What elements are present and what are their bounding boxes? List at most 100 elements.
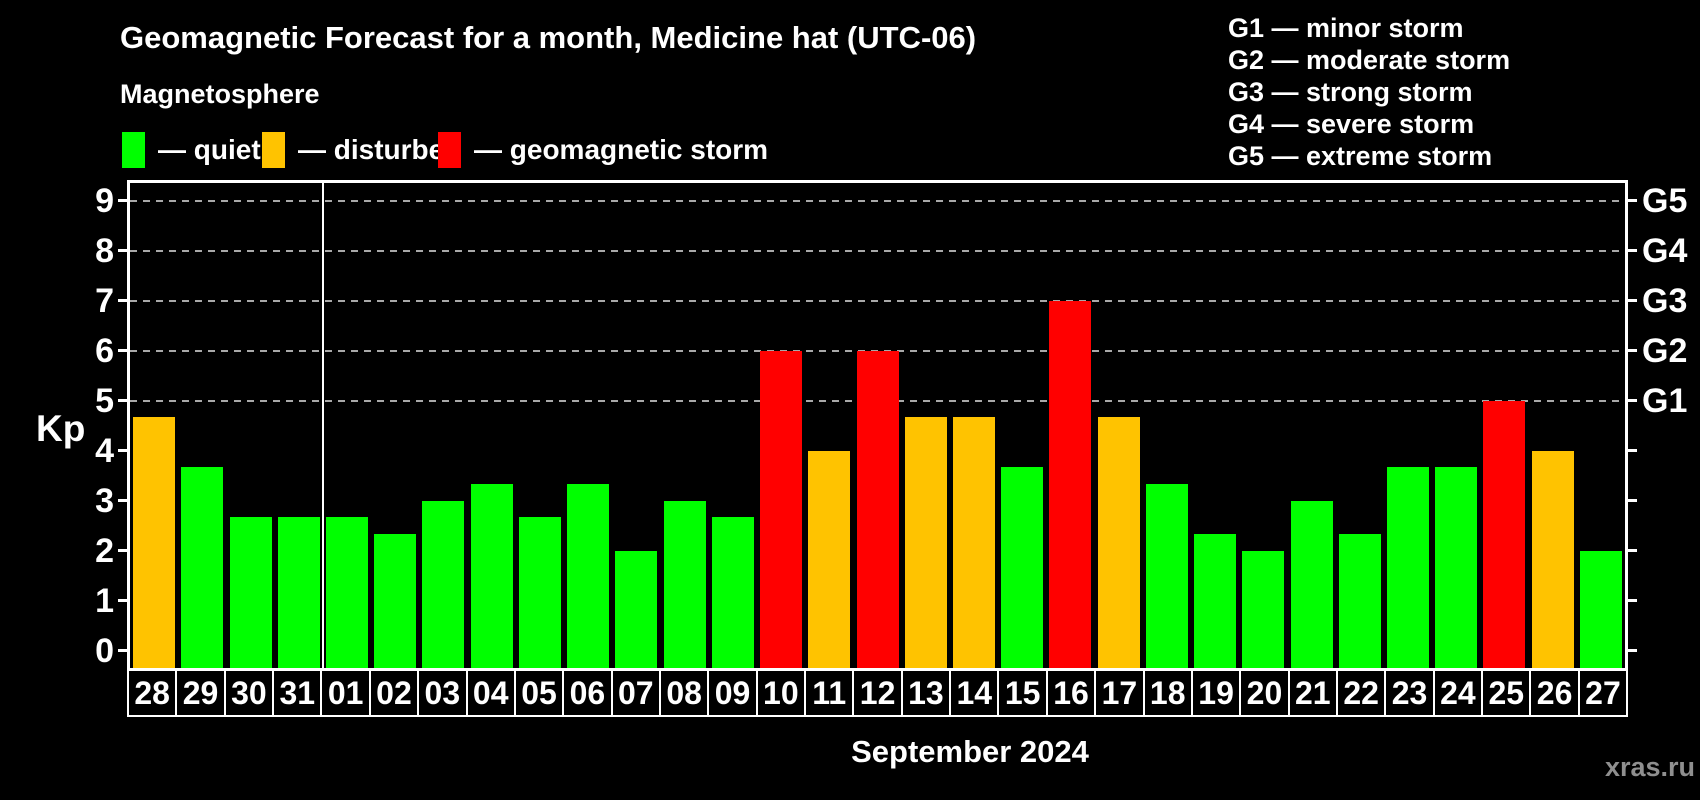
- legend-label-storm: — geomagnetic storm: [474, 134, 769, 165]
- bar-day-25: [1483, 400, 1526, 668]
- bar-day-07: [615, 550, 658, 668]
- y-axis-tick-right-6: [1628, 348, 1637, 352]
- day-label-16: 16: [1048, 671, 1097, 715]
- day-label-25: 25: [1483, 671, 1532, 715]
- y-axis-tick-left-6: [118, 348, 127, 352]
- day-label-29: 29: [177, 671, 226, 715]
- legend-item-disturbed: — disturbed: [262, 132, 461, 168]
- gridline-kp9: [130, 199, 1625, 202]
- y-axis-title: Kp: [36, 408, 86, 449]
- y-axis-tick-left-7: [118, 298, 127, 302]
- bar-day-12: [856, 350, 899, 668]
- y-axis-tick-left-5: [118, 398, 127, 402]
- day-label-19: 19: [1193, 671, 1242, 715]
- legend-item-storm: — geomagnetic storm: [438, 132, 768, 168]
- day-label-11: 11: [806, 671, 855, 715]
- bar-day-29: [181, 467, 224, 668]
- bar-day-24: [1435, 467, 1478, 668]
- g-axis-label-g3: G3: [1642, 281, 1688, 320]
- bar-day-14: [952, 417, 995, 668]
- y-axis-tick-right-9: [1628, 198, 1637, 202]
- day-label-04: 04: [468, 671, 516, 715]
- day-label-13: 13: [903, 671, 952, 715]
- bar-day-02: [374, 534, 417, 668]
- y-axis-label-6: 6: [95, 331, 114, 370]
- bar-day-17: [1097, 417, 1140, 668]
- gridline-kp7: [130, 299, 1625, 302]
- y-axis-label-3: 3: [95, 481, 114, 520]
- bar-day-01: [326, 517, 369, 668]
- y-axis-tick-left-9: [118, 198, 127, 202]
- y-axis-label-0: 0: [95, 631, 114, 670]
- month-divider-line: [322, 183, 324, 668]
- day-label-08: 08: [661, 671, 710, 715]
- bar-day-31: [277, 517, 320, 668]
- quiet-color-swatch-icon: [122, 132, 145, 168]
- x-axis-title: September 2024: [851, 734, 1089, 769]
- bar-day-18: [1145, 484, 1188, 668]
- bar-day-26: [1531, 450, 1574, 668]
- day-label-06: 06: [564, 671, 613, 715]
- storm-color-swatch-icon: [438, 132, 461, 168]
- day-label-21: 21: [1290, 671, 1338, 715]
- bar-day-15: [1001, 467, 1044, 668]
- y-axis-label-1: 1: [95, 581, 114, 620]
- bar-day-28: [133, 417, 176, 668]
- bar-day-27: [1579, 550, 1622, 668]
- bar-day-30: [229, 517, 272, 668]
- y-axis-tick-right-0: [1628, 648, 1637, 652]
- day-label-03: 03: [419, 671, 468, 715]
- g-axis-label-g2: G2: [1642, 331, 1688, 370]
- g-scale-legend: G1 — minor storm G2 — moderate storm G3 …: [1228, 12, 1510, 172]
- site-watermark: xras.ru: [1604, 752, 1695, 782]
- legend-label-quiet: — quiet: [158, 134, 261, 165]
- day-label-10: 10: [758, 671, 807, 715]
- bar-day-13: [904, 417, 947, 668]
- day-label-14: 14: [951, 671, 1000, 715]
- y-axis-tick-right-7: [1628, 298, 1637, 302]
- day-label-27: 27: [1585, 674, 1621, 711]
- chart-title: Geomagnetic Forecast for a month, Medici…: [120, 20, 977, 55]
- y-axis-tick-right-8: [1628, 248, 1637, 252]
- g-axis-label-g5: G5: [1642, 181, 1688, 220]
- bar-day-06: [567, 484, 610, 668]
- disturbed-color-swatch-icon: [262, 132, 285, 168]
- y-axis-tick-left-1: [118, 598, 127, 602]
- y-axis-tick-right-3: [1628, 498, 1637, 502]
- g-axis-label-g4: G4: [1642, 231, 1688, 270]
- bar-day-10: [760, 350, 803, 668]
- g-legend-line-g3: G3 — strong storm: [1228, 77, 1473, 107]
- y-axis-tick-right-4: [1628, 448, 1637, 452]
- day-label-18: 18: [1145, 671, 1193, 715]
- y-axis-label-2: 2: [95, 531, 114, 570]
- bar-day-08: [663, 500, 706, 668]
- y-axis-label-7: 7: [95, 281, 114, 320]
- y-axis-tick-left-3: [118, 498, 127, 502]
- bar-day-21: [1290, 500, 1333, 668]
- day-label-30: 30: [226, 671, 275, 715]
- bar-day-09: [711, 517, 754, 668]
- day-label-17: 17: [1096, 671, 1145, 715]
- y-axis-tick-left-0: [118, 648, 127, 652]
- legend-label-disturbed: — disturbed: [298, 134, 462, 165]
- bar-day-16: [1049, 300, 1092, 668]
- day-label-05: 05: [516, 671, 565, 715]
- bar-day-23: [1386, 467, 1429, 668]
- bar-day-20: [1242, 550, 1285, 668]
- g-legend-line-g2: G2 — moderate storm: [1228, 45, 1511, 75]
- legend-item-quiet: — quiet: [122, 132, 261, 168]
- y-axis-tick-left-4: [118, 448, 127, 452]
- day-label-12: 12: [854, 671, 903, 715]
- bar-day-11: [808, 450, 851, 668]
- gridline-kp8: [130, 249, 1625, 252]
- y-axis-tick-left-2: [118, 548, 127, 552]
- g-legend-line-g5: G5 — extreme storm: [1228, 141, 1493, 171]
- x-axis-day-labels: 28 29 30 31 01 02 03 04 05 06 07 08 09 10 11 12 13 14 15 16…: [127, 669, 1628, 717]
- day-label-28: 28: [129, 671, 178, 715]
- plot-area: [127, 180, 1628, 671]
- day-label-31: 31: [274, 671, 323, 715]
- day-label-09: 09: [709, 671, 758, 715]
- g-axis-label-g1: G1: [1642, 381, 1688, 420]
- day-label-24: 24: [1435, 671, 1484, 715]
